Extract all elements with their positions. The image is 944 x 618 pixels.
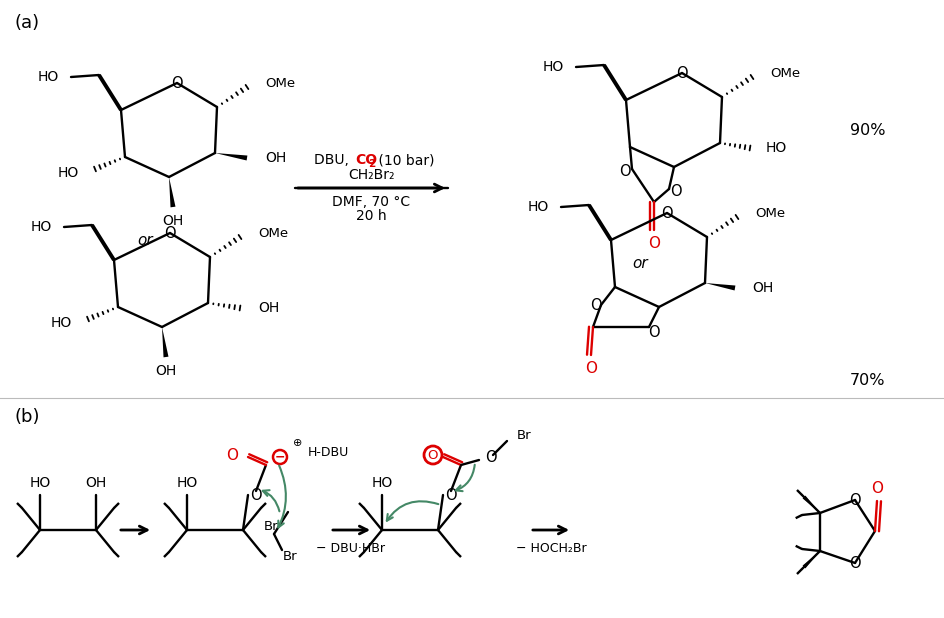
Text: (10 bar): (10 bar)	[373, 153, 433, 167]
Text: O: O	[849, 556, 860, 570]
Text: CH₂Br₂: CH₂Br₂	[348, 168, 395, 182]
Text: (b): (b)	[14, 408, 40, 426]
Text: DBU,: DBU,	[314, 153, 353, 167]
Text: 70%: 70%	[849, 373, 885, 387]
Text: OH: OH	[162, 214, 183, 228]
Text: HO: HO	[31, 220, 52, 234]
Text: HO: HO	[29, 476, 51, 490]
Text: O: O	[590, 297, 601, 313]
Text: OMe: OMe	[264, 77, 295, 90]
Text: HO: HO	[542, 60, 564, 74]
Text: DMF, 70 °C: DMF, 70 °C	[332, 195, 410, 209]
Text: 90%: 90%	[849, 122, 885, 137]
Text: Br: Br	[263, 520, 278, 533]
Text: (a): (a)	[14, 14, 39, 32]
Text: OH: OH	[751, 281, 772, 295]
Text: Br: Br	[516, 428, 531, 441]
Text: or: or	[632, 255, 648, 271]
Text: O: O	[618, 164, 631, 179]
Text: O: O	[171, 75, 182, 90]
Text: Br: Br	[282, 551, 297, 564]
Text: OMe: OMe	[769, 67, 800, 80]
Text: − DBU·HBr: − DBU·HBr	[316, 541, 385, 554]
Text: HO: HO	[177, 476, 197, 490]
Circle shape	[424, 446, 442, 464]
Text: OH: OH	[155, 364, 177, 378]
Text: O: O	[849, 493, 860, 507]
Text: OH: OH	[85, 476, 107, 490]
Circle shape	[273, 450, 287, 464]
Text: 20 h: 20 h	[356, 209, 386, 223]
Text: O: O	[669, 184, 681, 198]
Text: O: O	[648, 235, 659, 250]
Text: HO: HO	[51, 316, 72, 330]
Text: or: or	[137, 232, 153, 247]
Polygon shape	[801, 551, 819, 569]
Text: CO: CO	[355, 153, 378, 167]
Text: OMe: OMe	[258, 227, 288, 240]
Text: ⊕: ⊕	[293, 438, 302, 448]
Text: O: O	[661, 206, 672, 221]
Text: H-DBU: H-DBU	[308, 446, 349, 459]
Text: OH: OH	[264, 151, 286, 165]
Text: HO: HO	[766, 141, 786, 155]
Polygon shape	[215, 153, 247, 161]
Polygon shape	[161, 327, 168, 357]
Polygon shape	[704, 283, 734, 290]
Text: O: O	[164, 226, 176, 240]
Text: O: O	[250, 488, 261, 502]
Text: O: O	[870, 481, 882, 496]
Text: O: O	[226, 447, 238, 462]
Text: HO: HO	[58, 166, 79, 180]
Text: O: O	[445, 488, 456, 502]
Text: O: O	[584, 360, 597, 376]
Text: O: O	[428, 449, 438, 462]
Text: HO: HO	[371, 476, 392, 490]
Text: 2: 2	[368, 159, 376, 169]
Text: O: O	[484, 449, 497, 465]
Text: HO: HO	[38, 70, 59, 84]
Text: O: O	[676, 66, 687, 80]
Polygon shape	[801, 496, 819, 513]
Text: −: −	[275, 451, 285, 464]
Text: OMe: OMe	[754, 206, 784, 219]
Polygon shape	[169, 177, 176, 207]
Text: − HOCH₂Br: − HOCH₂Br	[515, 541, 585, 554]
Text: O: O	[648, 324, 659, 339]
Text: HO: HO	[527, 200, 548, 214]
Text: OH: OH	[258, 301, 279, 315]
